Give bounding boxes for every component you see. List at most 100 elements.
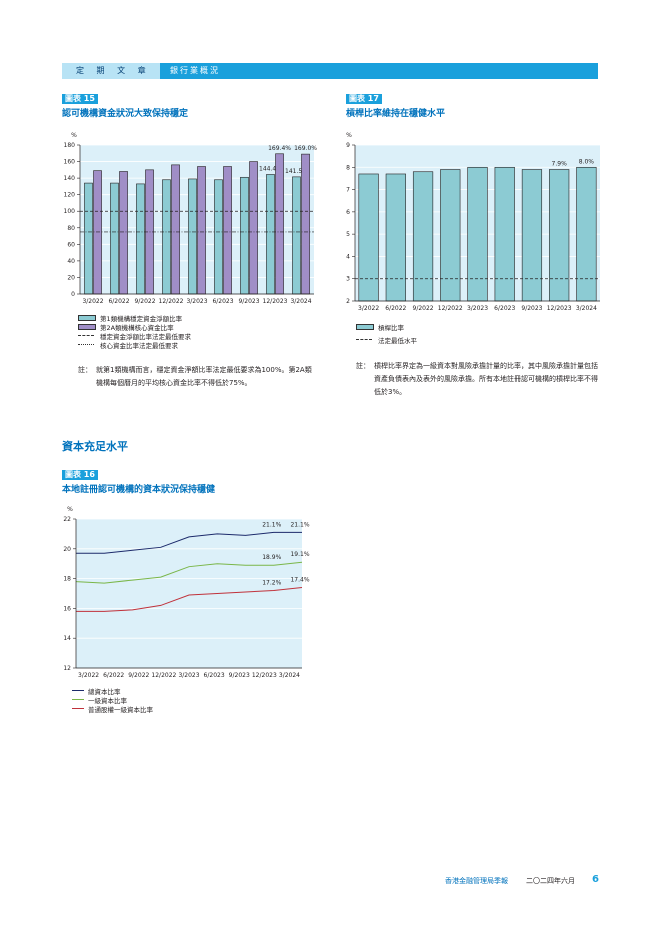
y-tick-label: 120 [64, 192, 76, 199]
data-label: 169.0% [294, 145, 317, 152]
y-tick-label: 14 [63, 635, 71, 642]
chart17-badge: 圖表 17 [346, 94, 382, 104]
x-tick-label: 6/2023 [212, 298, 233, 305]
legend-swatch [72, 699, 84, 700]
x-tick-label: 6/2022 [108, 298, 129, 305]
legend-label: 一級資本比率 [88, 697, 127, 705]
data-label: 17.4% [290, 577, 309, 584]
footer-publication: 香港金融管理局季報 [445, 877, 508, 885]
y-tick-label: 80 [67, 225, 75, 232]
legend-swatch [72, 708, 84, 709]
legend-label: 總資本比率 [88, 688, 121, 696]
x-tick-label: 9/2022 [413, 305, 434, 312]
y-tick-label: 160 [64, 159, 76, 166]
data-label: 17.2% [262, 580, 281, 587]
y-tick-label: 9 [346, 142, 350, 149]
legend-label: 穩定資金淨額比率法定最低要求 [100, 333, 191, 341]
x-tick-label: 9/2022 [134, 298, 155, 305]
y-unit-label: % [71, 132, 77, 139]
y-unit-label: % [67, 506, 73, 513]
note-text: 就第1類機構而言，穩定資金淨額比率法定最低要求為100%。第2A類機構每個曆月的… [96, 366, 312, 387]
x-tick-label: 9/2023 [238, 298, 259, 305]
data-label: 144.4% [259, 165, 282, 172]
plot-background [80, 145, 314, 294]
legend-swatch [72, 690, 84, 691]
legend-label: 普通股權一級資本比率 [88, 706, 153, 714]
chart15-title: 認可機構資金狀況大致保持穩定 [62, 109, 189, 119]
x-tick-label: 3/2022 [78, 672, 99, 679]
y-tick-label: 0 [71, 291, 75, 298]
y-tick-label: 3 [346, 276, 350, 283]
data-label: 18.9% [262, 554, 281, 561]
note-text: 槓桿比率界定為一級資本對風險承擔計量的比率，其中風險承擔計量包括資產負債表內及表… [374, 362, 598, 396]
series-line [76, 531, 302, 554]
x-tick-label: 6/2022 [385, 305, 406, 312]
y-tick-label: 12 [63, 665, 71, 672]
legend-label: 槓桿比率 [378, 324, 404, 332]
note-label: 註： [356, 362, 370, 370]
x-tick-label: 6/2022 [103, 672, 124, 679]
data-label: 169.4% [268, 145, 291, 152]
y-tick-label: 7 [346, 187, 350, 194]
note-label: 註： [78, 366, 92, 374]
y-tick-label: 20 [63, 546, 71, 553]
data-label: 8.0% [579, 158, 595, 165]
data-label: 7.9% [552, 161, 568, 168]
x-tick-label: 12/2023 [547, 305, 572, 312]
header-section: 定 期 文 章 [76, 66, 151, 75]
legend-label: 第2A類機構核心資金比率 [100, 324, 174, 332]
legend-label: 法定最低水平 [378, 337, 417, 345]
x-tick-label: 3/2024 [290, 298, 311, 305]
y-tick-label: 2 [346, 298, 350, 305]
y-tick-label: 140 [64, 175, 76, 182]
legend-label: 第1類機構穩定資金淨額比率 [100, 315, 183, 323]
footer-date: 二〇二四年六月 [526, 877, 575, 885]
legend-swatch [78, 315, 96, 321]
x-tick-label: 3/2024 [576, 305, 597, 312]
x-tick-label: 12/2023 [252, 672, 277, 679]
y-unit-label: % [346, 132, 352, 139]
y-tick-label: 4 [346, 253, 350, 260]
x-tick-label: 9/2023 [521, 305, 542, 312]
x-tick-label: 3/2024 [279, 672, 300, 679]
x-tick-label: 9/2023 [229, 672, 250, 679]
y-tick-label: 22 [63, 516, 71, 523]
chart16-title: 本地註冊認可機構的資本狀況保持穩健 [62, 485, 216, 495]
series-line [76, 587, 303, 612]
y-tick-label: 20 [67, 274, 75, 281]
legend-swatch [78, 335, 94, 336]
header-section-block [62, 63, 160, 79]
x-tick-label: 3/2023 [178, 672, 199, 679]
header-subtitle: 銀行業概況 [170, 66, 220, 75]
series-line [75, 561, 303, 584]
plot-background [76, 519, 302, 668]
y-tick-label: 5 [346, 231, 350, 238]
x-tick-label: 3/2023 [467, 305, 488, 312]
chart16-badge: 圖表 16 [62, 470, 98, 480]
section-title: 資本充足水平 [62, 440, 128, 453]
header-bar: 定 期 文 章 銀行業概況 [62, 63, 598, 79]
legend-label: 核心資金比率法定最低要求 [100, 342, 178, 350]
y-tick-label: 8 [346, 164, 350, 171]
y-tick-label: 18 [63, 576, 71, 583]
x-tick-label: 12/2022 [151, 672, 176, 679]
x-tick-label: 3/2023 [186, 298, 207, 305]
x-tick-label: 12/2022 [438, 305, 463, 312]
y-tick-label: 60 [67, 241, 75, 248]
data-label: 21.1% [262, 521, 281, 528]
legend-swatch [356, 339, 372, 340]
legend-swatch [78, 344, 94, 345]
x-tick-label: 3/2022 [358, 305, 379, 312]
y-tick-label: 40 [67, 258, 75, 265]
data-label: 141.5% [285, 168, 308, 175]
x-tick-label: 6/2023 [204, 672, 225, 679]
x-tick-label: 12/2022 [159, 298, 184, 305]
legend-swatch [78, 324, 96, 330]
y-tick-label: 100 [64, 208, 76, 215]
x-tick-label: 9/2022 [128, 672, 149, 679]
x-tick-label: 6/2023 [494, 305, 515, 312]
data-label: 19.1% [290, 551, 309, 558]
